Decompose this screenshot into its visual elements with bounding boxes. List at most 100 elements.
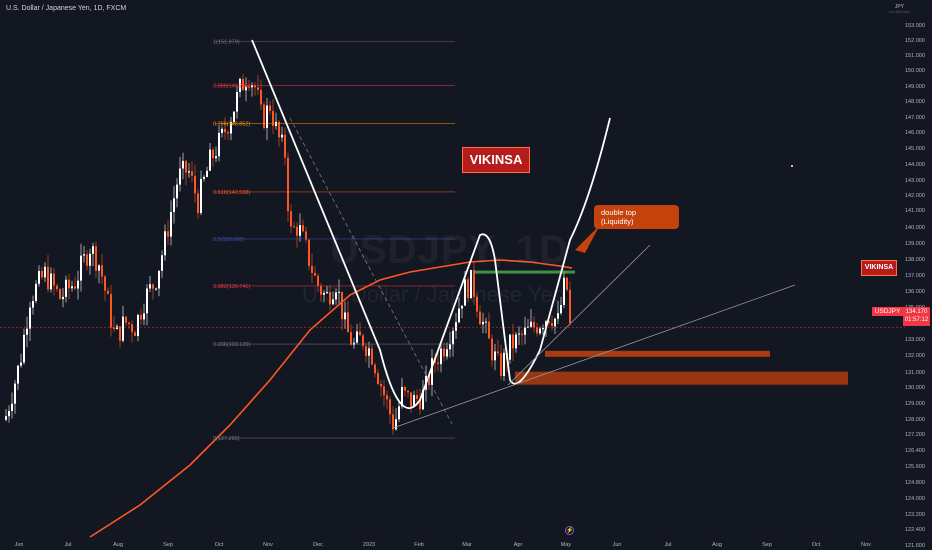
candle — [164, 224, 166, 261]
candle — [311, 253, 313, 284]
price-axis: 153.000 152.000 151.000 150.000 149.000 148.0… — [905, 23, 925, 549]
candle — [242, 73, 244, 91]
candle-body — [116, 326, 118, 330]
candle-body — [329, 292, 331, 305]
candle — [281, 126, 283, 142]
candle-body — [89, 253, 91, 266]
candle-body — [323, 292, 325, 295]
candle-body — [212, 149, 214, 159]
candle-body — [5, 416, 7, 420]
y-tick-label: 147.000 — [905, 115, 925, 121]
bar-countdown: 01:57:12 — [904, 317, 929, 323]
candle-body — [170, 212, 172, 237]
candle — [29, 301, 31, 341]
double-top-callout[interactable]: double top (Liquidity) — [594, 205, 679, 229]
candle — [482, 312, 484, 334]
brand-tag-small[interactable]: VIKINSA — [861, 260, 897, 276]
candle-body — [389, 399, 391, 415]
candle — [236, 86, 238, 119]
y-tick-label: 141.000 — [905, 208, 925, 214]
candle-body — [65, 279, 67, 297]
candle — [158, 270, 160, 297]
y-tick-label: 122.400 — [905, 527, 925, 533]
x-tick-label: Mar — [462, 542, 472, 548]
candle-body — [548, 321, 550, 324]
currency-label[interactable]: JPY — [894, 4, 904, 10]
candle-body — [44, 266, 46, 278]
candle — [47, 254, 49, 293]
candle-body — [314, 272, 316, 276]
candle — [290, 204, 292, 234]
x-tick-label: Sep — [762, 542, 772, 548]
candle — [443, 342, 445, 362]
symbol-title[interactable]: U.S. Dollar / Japanese Yen, 1D, FXCM — [6, 5, 127, 12]
candle-body — [122, 316, 124, 341]
lot-size-label: Lot Size Auto — [889, 10, 910, 14]
candle-body — [386, 395, 388, 400]
candle-body — [479, 311, 481, 325]
candle-body — [245, 86, 247, 91]
candle — [299, 213, 301, 242]
candle-body — [398, 406, 400, 420]
candle-body — [167, 231, 169, 237]
candle-body — [119, 326, 121, 341]
candle — [260, 79, 262, 110]
candle — [476, 293, 478, 318]
candle-body — [92, 246, 94, 254]
x-tick-label: Aug — [113, 542, 123, 548]
candle-body — [554, 318, 556, 327]
brand-tag[interactable]: VIKINSA — [462, 147, 530, 173]
candle — [371, 343, 373, 366]
candle-body — [317, 275, 319, 286]
candle — [473, 262, 475, 305]
candle-body — [497, 351, 499, 354]
candle-body — [311, 265, 313, 273]
candle-body — [134, 332, 136, 337]
fib-level-label: 0.886(149.245) — [213, 83, 250, 89]
candle — [317, 273, 319, 293]
candle-body — [203, 176, 205, 179]
candle — [413, 390, 415, 408]
candle — [458, 297, 460, 324]
candle — [233, 111, 235, 123]
candle-body — [437, 362, 439, 365]
candle — [110, 285, 112, 337]
candle — [422, 379, 424, 411]
candle-body — [503, 352, 505, 377]
candle — [125, 315, 127, 327]
candle — [557, 300, 559, 324]
candle-body — [440, 348, 442, 365]
candle-body — [509, 334, 511, 360]
candle — [530, 309, 532, 329]
candle — [512, 323, 514, 361]
tradingview-logo-icon[interactable]: ⚡ — [565, 526, 574, 535]
y-tick-label: 137.000 — [905, 273, 925, 279]
resistance-line — [475, 270, 575, 274]
candle-body — [287, 157, 289, 212]
candle-body — [404, 386, 406, 391]
candle — [308, 239, 310, 271]
last-price-value: 134.170 — [905, 309, 928, 315]
candle-body — [146, 288, 148, 314]
candle-body — [11, 403, 13, 411]
candle-body — [455, 322, 457, 331]
candle — [122, 305, 124, 343]
candle-body — [35, 283, 37, 302]
candle-body — [164, 231, 166, 256]
y-tick-label: 126.400 — [905, 448, 925, 454]
y-tick-label: 139.000 — [905, 241, 925, 247]
zones — [475, 270, 848, 385]
candle-body — [365, 346, 367, 356]
candle — [374, 362, 376, 378]
candle-body — [191, 171, 193, 176]
candle — [86, 250, 88, 271]
candle-body — [530, 321, 532, 327]
candle — [296, 221, 298, 248]
candle-body — [377, 373, 379, 385]
candle — [365, 342, 367, 363]
candle — [314, 265, 316, 277]
candle-body — [56, 285, 58, 290]
candle — [185, 159, 187, 186]
candle — [227, 130, 229, 140]
